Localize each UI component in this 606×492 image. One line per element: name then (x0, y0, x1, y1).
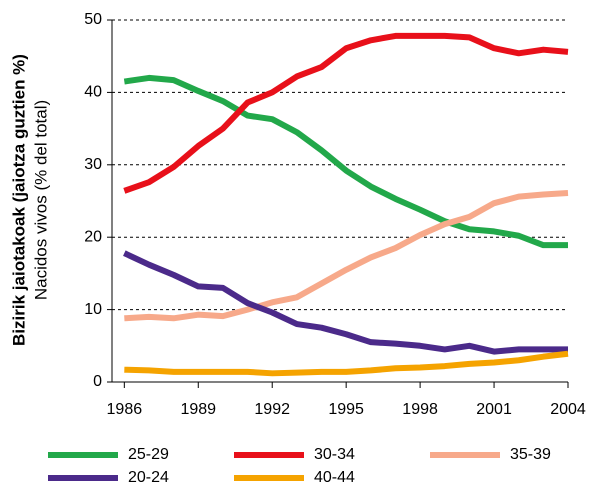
series-line (123, 250, 568, 355)
x-tick-label: 1995 (328, 401, 364, 418)
series-line (124, 350, 569, 377)
y-tick-label: 30 (84, 156, 102, 173)
series-line (124, 190, 569, 322)
x-tick-label: 1986 (107, 401, 143, 418)
x-tick-label: 2004 (550, 401, 586, 418)
x-tick-label: 1998 (402, 401, 438, 418)
legend-label: 20-24 (128, 469, 169, 486)
y-tick-label: 10 (84, 301, 102, 318)
legend-label: 30-34 (314, 446, 355, 463)
legend-label: 35-39 (510, 446, 551, 463)
y-tick-label: 50 (84, 11, 102, 28)
y-tick-label: 0 (93, 373, 102, 390)
x-tick-label: 1989 (180, 401, 216, 418)
x-tick-label: 1992 (254, 401, 290, 418)
y-tick-label: 20 (84, 228, 102, 245)
y-axis-title: Bizirik jaiotakoak (jaiotza guztien %) (9, 54, 28, 346)
x-tick-label: 2001 (476, 401, 512, 418)
legend-label: 40-44 (314, 469, 355, 486)
y-axis-subtitle: Nacidos vivos (% del total) (31, 100, 50, 300)
legend-label: 25-29 (128, 446, 169, 463)
series-line (123, 32, 569, 194)
y-tick-label: 40 (84, 84, 102, 101)
series-line (123, 74, 568, 249)
